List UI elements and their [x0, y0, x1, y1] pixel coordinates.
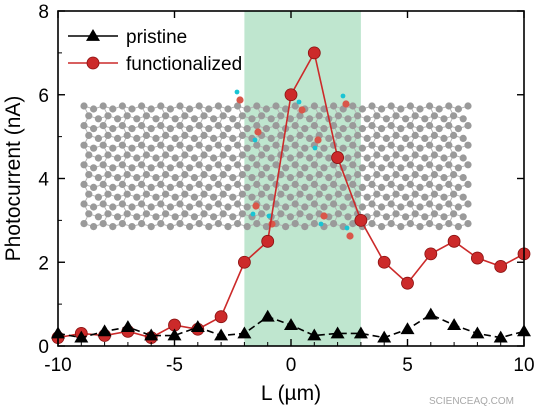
functionalized-point: [354, 213, 368, 227]
pristine-point: [144, 328, 159, 341]
functionalized-point: [377, 255, 391, 269]
functionalized-point: [284, 88, 298, 102]
pristine-point: [377, 330, 392, 343]
highlight-region: [244, 11, 361, 346]
y-tick-label: 8: [38, 2, 49, 23]
functionalized-point: [470, 251, 484, 265]
oxygen-atom: [314, 136, 322, 144]
hydrogen-atom: [296, 99, 302, 105]
functionalized-point: [401, 276, 414, 290]
hydrogen-atom: [266, 213, 272, 219]
hydrogen-atom: [344, 225, 350, 231]
pristine-point: [237, 326, 252, 339]
pristine-point: [470, 326, 485, 339]
pristine-point: [423, 307, 438, 320]
hydrogen-atom: [234, 89, 240, 95]
hydrogen-atom: [318, 221, 324, 227]
oxygen-atom: [346, 232, 354, 240]
functionalized-point: [494, 260, 508, 273]
y-tick-label: 0: [38, 337, 49, 358]
x-tick-label: -5: [166, 355, 183, 376]
functionalized-point: [447, 234, 461, 248]
functionalized-point: [331, 151, 345, 164]
x-tick-label: 5: [402, 355, 413, 376]
pristine-point: [260, 309, 275, 322]
lattice-atoms: [80, 102, 472, 231]
legend: pristine functionalized: [68, 27, 242, 75]
y-axis-label: Photocurrent (nA): [2, 96, 25, 262]
pristine-point: [493, 330, 508, 343]
hydrogen-atom: [340, 93, 346, 99]
oxygen-atom: [298, 106, 306, 114]
legend-label-pristine: pristine: [126, 27, 187, 48]
pristine-point: [74, 330, 89, 343]
oxygen-atom: [342, 100, 350, 108]
hydrogen-atom: [312, 145, 318, 151]
y-tick-label: 2: [38, 253, 49, 274]
pristine-point: [447, 318, 462, 330]
watermark: SCIENCEAQ.COM: [429, 396, 514, 407]
y-tick-label: 4: [38, 170, 49, 191]
x-tick-label: -10: [44, 355, 71, 376]
pristine-point: [353, 326, 368, 339]
pristine-point: [330, 326, 345, 339]
oxygen-atom: [320, 212, 328, 220]
graphene-lattice-inset: [80, 89, 472, 240]
x-axis-label: L (µm): [261, 382, 321, 405]
oxygen-atom: [236, 96, 244, 104]
functionalized-point: [307, 46, 321, 60]
pristine-point: [400, 322, 415, 335]
oxygen-atom: [254, 128, 262, 136]
functionalized-point: [214, 310, 228, 324]
hydrogen-atom: [252, 137, 258, 143]
functionalized-point: [261, 234, 275, 248]
pristine-point: [120, 320, 135, 333]
pristine-point: [97, 324, 112, 337]
legend-marker-functionalized: [86, 56, 100, 70]
pristine-point: [284, 318, 298, 330]
pristine-point: [214, 328, 229, 341]
legend-label-functionalized: functionalized: [126, 54, 242, 75]
pristine-point: [167, 328, 182, 341]
y-tick-label: 6: [38, 86, 49, 107]
pristine-point: [190, 320, 205, 333]
oxygen-atom: [252, 202, 260, 210]
axis-ticks: -10 -5 0 5 10 0 2 4 6 8: [38, 2, 534, 376]
pristine-point: [307, 328, 322, 341]
x-tick-label: 10: [513, 355, 534, 376]
hydrogen-atom: [250, 211, 256, 217]
functionalized-point: [424, 247, 438, 261]
x-tick-label: 0: [286, 355, 297, 376]
functionalized-point: [237, 255, 251, 269]
legend-marker-pristine: [86, 29, 100, 41]
